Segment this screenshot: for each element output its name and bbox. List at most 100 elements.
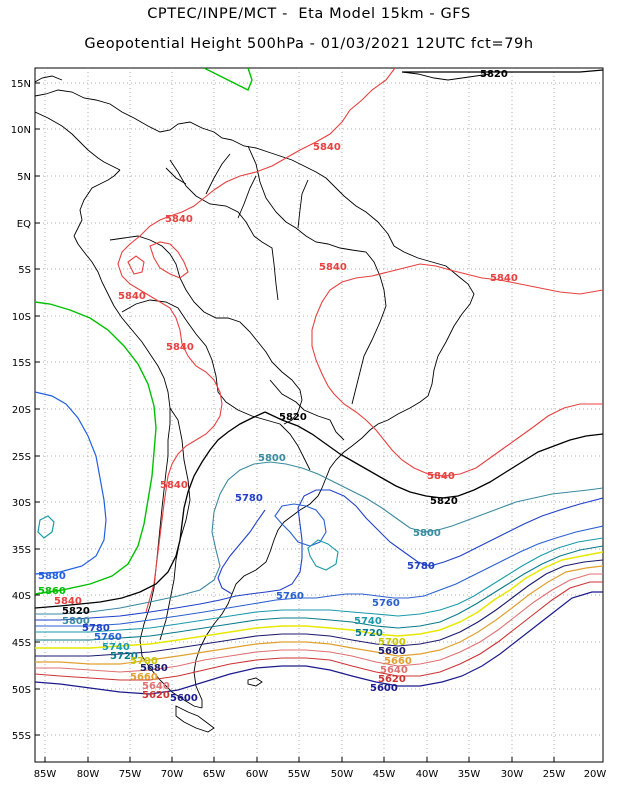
contour-5740-cutoff xyxy=(307,539,339,571)
lon-label: 30W xyxy=(501,769,524,780)
contour-label: 5840 xyxy=(166,342,194,353)
contour-label: 5860 xyxy=(38,586,66,597)
contour-label: 5820 xyxy=(430,496,458,507)
lon-label: 50W xyxy=(331,769,354,780)
contour-label: 5880 xyxy=(38,571,66,582)
contour-label: 5840 xyxy=(165,214,193,225)
contour-label: 5840 xyxy=(427,471,455,482)
contour-labels: 5820 5840 5840 5840 5840 5840 5840 5840 … xyxy=(38,69,518,704)
contour-5860-north xyxy=(203,68,253,91)
contour-label: 5820 xyxy=(480,69,508,80)
lat-label: 25S xyxy=(12,452,31,463)
contour-label: 5600 xyxy=(170,693,198,704)
contour-label: 5660 xyxy=(130,672,158,683)
contour-label: 5840 xyxy=(160,480,188,491)
contour-label: 5740 xyxy=(102,642,130,653)
lon-axis-labels: 85W 80W 75W 70W 65W 60W 55W 50W 45W 40W … xyxy=(34,769,607,780)
lon-label: 20W xyxy=(584,769,607,780)
lon-label: 25W xyxy=(543,769,566,780)
contour-label: 5820 xyxy=(279,412,307,423)
contour-5800 xyxy=(35,461,603,615)
lon-label: 80W xyxy=(77,769,100,780)
lat-label: 10N xyxy=(11,125,31,136)
lat-label: 5N xyxy=(17,172,31,183)
contour-label: 5700 xyxy=(378,637,406,648)
contour-label: 5780 xyxy=(407,561,435,572)
contour-5700 xyxy=(35,551,603,649)
contour-label: 5720 xyxy=(355,628,383,639)
contour-5680 xyxy=(35,559,603,657)
contour-5880 xyxy=(35,391,107,575)
lat-label: 40S xyxy=(12,591,31,602)
contour-label: 5720 xyxy=(110,651,138,662)
contour-5760 xyxy=(35,525,603,627)
contour-5860 xyxy=(35,301,157,595)
contour-5740 xyxy=(35,537,603,633)
contour-label: 5620 xyxy=(378,674,406,685)
lat-label: 55S xyxy=(12,731,31,742)
contour-5840-tropical xyxy=(117,68,603,613)
lat-label: 10S xyxy=(12,312,31,323)
contour-5820-east xyxy=(264,411,603,499)
contour-label: 5800 xyxy=(62,616,90,627)
lat-label: 20S xyxy=(12,405,31,416)
map-frame xyxy=(34,67,604,763)
contour-5620 xyxy=(35,581,603,681)
contour-5820-west xyxy=(35,411,266,609)
lon-label: 70W xyxy=(161,769,184,780)
contour-label: 5840 xyxy=(319,262,347,273)
contour-label: 5660 xyxy=(384,656,412,667)
lon-label: 40W xyxy=(416,769,439,780)
contour-label: 5620 xyxy=(142,690,170,701)
lat-label: EQ xyxy=(17,219,31,230)
contour-5640 xyxy=(35,573,603,673)
lat-label: 15S xyxy=(12,358,31,369)
contour-label: 5840 xyxy=(54,596,82,607)
contour-label: 5680 xyxy=(140,663,168,674)
map-title: CPTEC/INPE/MCT - Eta Model 15km - GFS xyxy=(147,6,471,22)
contour-5820-north xyxy=(402,69,603,73)
lat-axis-labels: 15N 10N 5N EQ 5S 10S 15S 20S 25S 30S 35S… xyxy=(11,79,31,742)
contour-5600 xyxy=(35,591,603,695)
lon-label: 85W xyxy=(34,769,57,780)
contour-5760-cutoff xyxy=(274,503,327,547)
lat-label: 15N xyxy=(11,79,31,90)
contour-label: 5740 xyxy=(354,616,382,627)
axis-ticks xyxy=(35,82,555,762)
contour-label: 5820 xyxy=(62,606,90,617)
contour-label: 5840 xyxy=(490,273,518,284)
lat-label: 30S xyxy=(12,498,31,509)
lon-label: 45W xyxy=(373,769,396,780)
contour-label: 5780 xyxy=(235,493,263,504)
contour-5780-inner xyxy=(217,509,266,595)
contour-label: 5700 xyxy=(130,656,158,667)
contour-label: 5600 xyxy=(370,683,398,694)
lon-label: 60W xyxy=(246,769,269,780)
contour-label: 5800 xyxy=(413,528,441,539)
contour-label: 5780 xyxy=(82,623,110,634)
lat-label: 45S xyxy=(12,638,31,649)
contour-label: 5840 xyxy=(313,142,341,153)
contour-label: 5640 xyxy=(142,681,170,692)
contour-5740-west xyxy=(37,515,55,539)
grid-lines xyxy=(35,68,603,762)
lon-label: 55W xyxy=(288,769,311,780)
lon-label: 35W xyxy=(458,769,481,780)
lon-label: 65W xyxy=(203,769,226,780)
lat-label: 35S xyxy=(12,545,31,556)
contour-5780 xyxy=(35,489,603,621)
contour-label: 5640 xyxy=(380,665,408,676)
contour-5720 xyxy=(35,545,603,641)
lat-label: 50S xyxy=(12,685,31,696)
contour-label: 5760 xyxy=(276,591,304,602)
contour-label: 5760 xyxy=(94,632,122,643)
contour-label: 5680 xyxy=(378,646,406,657)
lon-label: 75W xyxy=(119,769,142,780)
coastlines xyxy=(35,71,491,733)
contour-label: 5760 xyxy=(372,598,400,609)
lat-label: 5S xyxy=(18,265,31,276)
contour-5660 xyxy=(35,565,603,665)
contour-label: 5840 xyxy=(118,291,146,302)
map-subtitle: Geopotential Height 500hPa - 01/03/2021 … xyxy=(84,36,534,52)
